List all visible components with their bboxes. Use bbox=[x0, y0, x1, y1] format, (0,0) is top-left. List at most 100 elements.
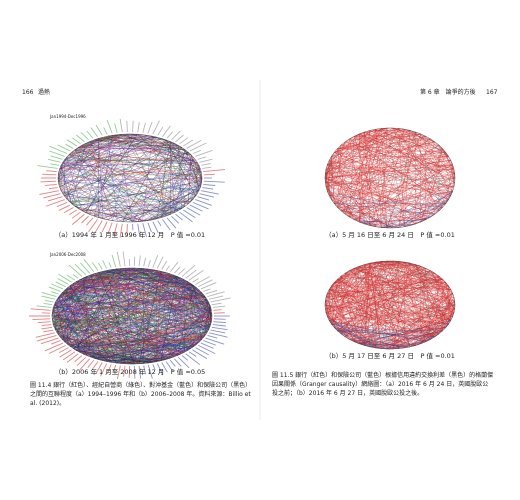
node-label bbox=[197, 156, 207, 160]
edge bbox=[381, 216, 431, 228]
node-label bbox=[107, 222, 113, 234]
edge bbox=[58, 289, 200, 298]
edge bbox=[450, 160, 456, 179]
edge bbox=[349, 131, 365, 140]
edge bbox=[58, 334, 144, 364]
edge bbox=[325, 136, 426, 183]
edge bbox=[354, 285, 449, 342]
edge bbox=[69, 268, 144, 347]
edge bbox=[375, 129, 394, 228]
node-label bbox=[182, 209, 196, 219]
edge bbox=[364, 195, 451, 225]
edge bbox=[324, 304, 371, 347]
edge bbox=[329, 308, 455, 321]
edge bbox=[156, 141, 171, 219]
node-label bbox=[36, 305, 52, 308]
node-label bbox=[58, 204, 71, 211]
node-ring bbox=[324, 260, 456, 350]
edge bbox=[354, 177, 456, 220]
node-label bbox=[79, 358, 90, 371]
panel-label: Jan1994-Dec1996 bbox=[50, 114, 86, 119]
edge bbox=[52, 313, 212, 322]
node-label bbox=[45, 299, 54, 303]
edge bbox=[58, 145, 179, 173]
edge bbox=[329, 278, 443, 290]
edge bbox=[327, 261, 382, 317]
edge bbox=[165, 139, 196, 196]
edge bbox=[102, 337, 204, 361]
edge bbox=[364, 207, 443, 225]
edge bbox=[60, 165, 201, 188]
node-label bbox=[202, 166, 212, 169]
edge bbox=[354, 136, 382, 228]
edge bbox=[364, 131, 388, 228]
edge bbox=[53, 272, 99, 306]
edge bbox=[66, 157, 82, 211]
edge bbox=[331, 320, 451, 325]
edge bbox=[67, 274, 91, 345]
edge bbox=[81, 143, 175, 211]
edge bbox=[337, 136, 426, 208]
edge bbox=[120, 273, 170, 364]
node-label bbox=[199, 193, 215, 198]
edge bbox=[85, 143, 133, 223]
edge bbox=[329, 148, 443, 196]
edge bbox=[354, 268, 455, 314]
node-label bbox=[44, 342, 64, 352]
figure-caption: 圖 11.5 銀行（紅色）和保險公司（藍色）根據信用違約交換利差（黑色）的格蘭傑… bbox=[272, 372, 494, 397]
edge bbox=[74, 149, 133, 223]
edge bbox=[59, 154, 70, 169]
node-label bbox=[166, 131, 174, 139]
node-label bbox=[119, 118, 123, 133]
node-label bbox=[32, 318, 51, 320]
edge bbox=[76, 268, 121, 351]
node-label bbox=[211, 326, 228, 331]
node-label bbox=[74, 355, 83, 362]
edge bbox=[327, 285, 449, 294]
edge bbox=[58, 279, 80, 298]
edge bbox=[107, 352, 185, 362]
node-label bbox=[169, 261, 179, 273]
edge bbox=[74, 135, 113, 150]
edge bbox=[326, 156, 449, 170]
edge bbox=[337, 191, 453, 208]
edge bbox=[137, 208, 182, 222]
edge bbox=[138, 344, 197, 364]
node-label bbox=[203, 183, 216, 186]
node-label bbox=[147, 222, 152, 233]
edge bbox=[325, 128, 382, 188]
edge bbox=[57, 134, 118, 179]
running-title: 第 6 章 論爭的方後 bbox=[420, 89, 476, 96]
node-label bbox=[48, 158, 61, 163]
node-label bbox=[90, 127, 98, 137]
node-label bbox=[43, 193, 61, 199]
edge bbox=[369, 160, 451, 226]
node-label bbox=[122, 251, 126, 267]
edge bbox=[169, 307, 211, 359]
node-label bbox=[37, 321, 51, 324]
edge bbox=[341, 210, 426, 220]
edge bbox=[94, 304, 210, 359]
edge bbox=[143, 268, 188, 282]
node-label bbox=[45, 199, 65, 207]
node-label bbox=[51, 291, 59, 295]
edge bbox=[137, 165, 200, 222]
node-label bbox=[161, 362, 168, 373]
panel-caption: （b）5 月 17 日至 6 月 27 日 P 值 =0.01 bbox=[325, 352, 455, 360]
edge bbox=[398, 128, 440, 211]
node-label bbox=[138, 365, 142, 379]
node-label bbox=[72, 274, 79, 279]
edge bbox=[364, 264, 376, 348]
edge bbox=[55, 302, 95, 359]
node-ring bbox=[324, 127, 456, 229]
edge bbox=[52, 279, 185, 314]
node-label bbox=[203, 169, 226, 173]
node-label bbox=[195, 276, 211, 285]
edge bbox=[331, 278, 443, 287]
edge bbox=[59, 168, 182, 209]
edge bbox=[93, 139, 186, 150]
node-label bbox=[80, 262, 90, 274]
node-label bbox=[103, 127, 108, 135]
edge bbox=[324, 177, 446, 204]
